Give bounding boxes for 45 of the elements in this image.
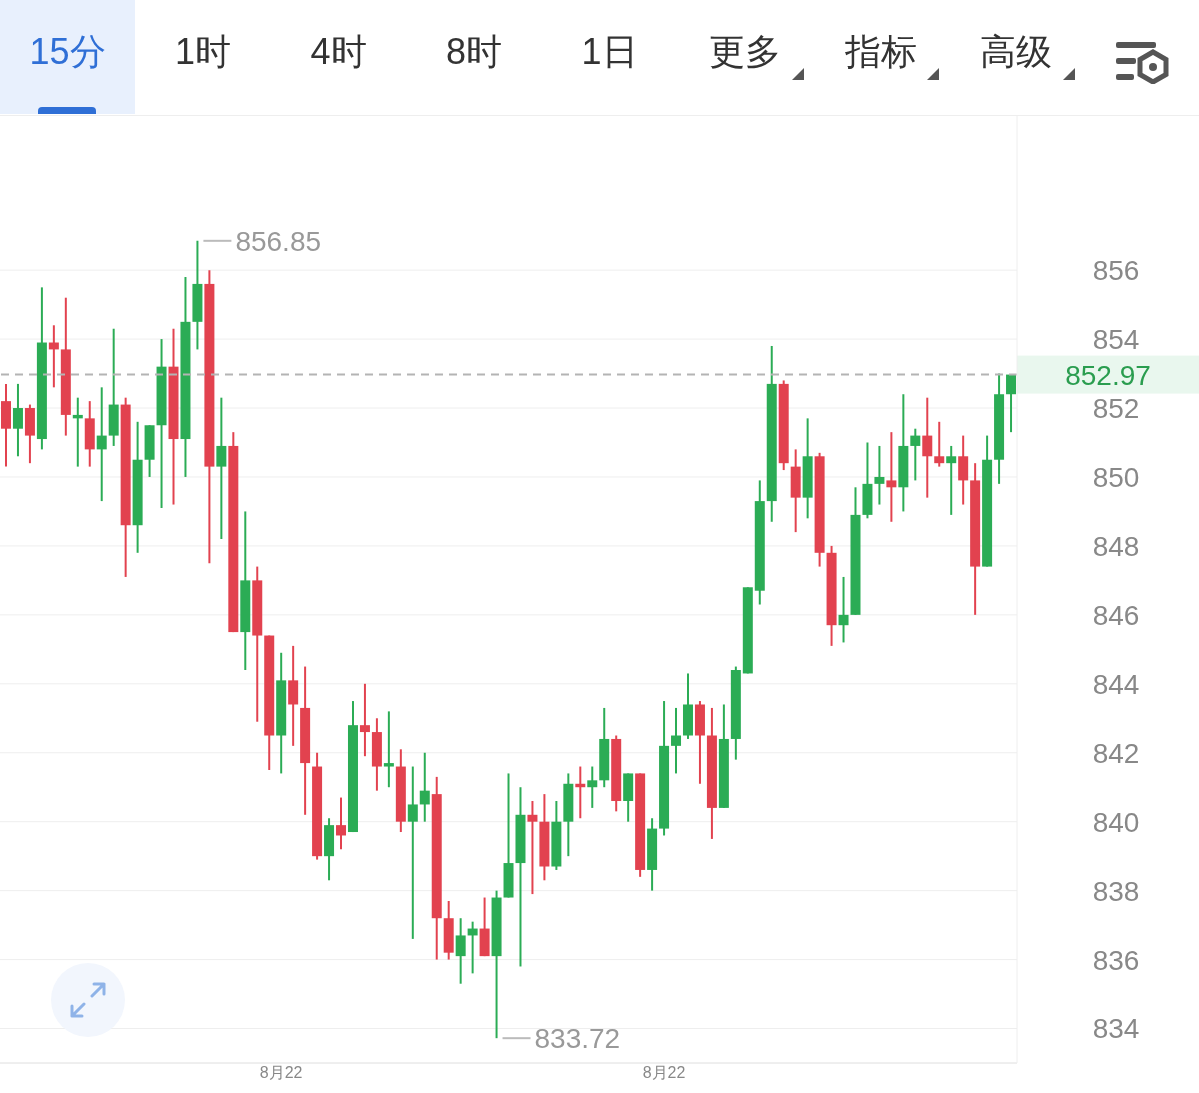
candlestick bbox=[946, 444, 957, 516]
text: 1时 bbox=[174, 29, 232, 74]
candlestick bbox=[12, 382, 23, 458]
text: 8时 bbox=[445, 29, 503, 74]
y-tick-label: 834 bbox=[1092, 1013, 1140, 1045]
y-tick-label: 842 bbox=[1092, 737, 1140, 769]
candlestick bbox=[359, 682, 370, 758]
text: 高级 bbox=[980, 29, 1052, 74]
y-tick-label: 848 bbox=[1092, 530, 1140, 562]
annotation: 856.85 bbox=[235, 225, 322, 257]
y-tick-label: 854 bbox=[1092, 324, 1140, 356]
y-tick-label: 856 bbox=[1092, 255, 1140, 287]
y-tick-label: 836 bbox=[1092, 944, 1140, 976]
y-tick-label: 846 bbox=[1092, 599, 1140, 631]
candlestick bbox=[886, 431, 897, 523]
candlestick bbox=[96, 386, 107, 503]
candlestick bbox=[934, 420, 945, 468]
x-tick-label: 8月22 bbox=[642, 1064, 686, 1082]
candlestick bbox=[910, 427, 921, 482]
y-tick-label: 838 bbox=[1092, 875, 1140, 907]
y-tick-label: 852 bbox=[1092, 392, 1140, 424]
candlestick bbox=[922, 396, 933, 499]
candlestick bbox=[1006, 373, 1017, 434]
candlestick bbox=[455, 917, 466, 985]
text: 15分 bbox=[29, 29, 106, 74]
candlestick bbox=[383, 710, 394, 789]
y-tick-label: 840 bbox=[1092, 806, 1140, 838]
text: 4时 bbox=[310, 29, 367, 74]
candlestick bbox=[336, 796, 347, 851]
y-tick-label: 844 bbox=[1092, 668, 1140, 700]
text: 1日 bbox=[581, 29, 638, 74]
text: 指标 bbox=[844, 29, 917, 74]
candlestick bbox=[216, 396, 227, 541]
candlestick bbox=[527, 800, 538, 896]
x-tick-label: 8月22 bbox=[259, 1064, 303, 1082]
candlestick bbox=[671, 706, 682, 775]
candlestick bbox=[874, 444, 885, 506]
candlestick bbox=[838, 575, 849, 644]
candlestick bbox=[407, 765, 418, 940]
ref-line-label: 852.97 bbox=[1065, 359, 1151, 391]
y-tick-label: 850 bbox=[1092, 461, 1140, 493]
text: 更多 bbox=[709, 29, 781, 74]
candlestick bbox=[587, 765, 598, 809]
candlestick bbox=[419, 751, 430, 823]
annotation: 833.72 bbox=[534, 1023, 621, 1055]
